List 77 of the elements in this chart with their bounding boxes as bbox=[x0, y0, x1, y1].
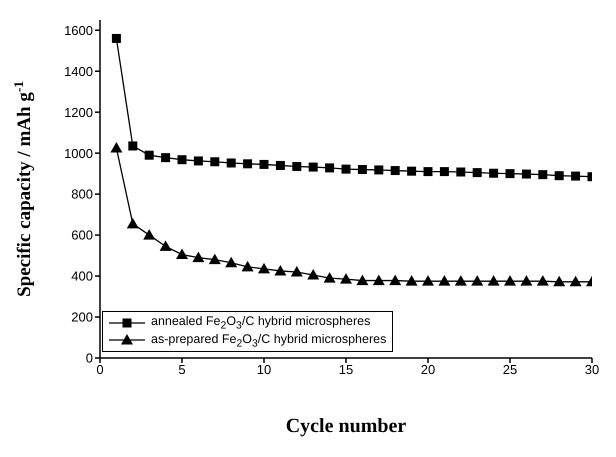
point bbox=[406, 275, 418, 286]
point bbox=[143, 229, 156, 240]
point bbox=[260, 160, 268, 169]
point bbox=[307, 269, 320, 280]
point bbox=[472, 168, 482, 178]
y-tick-label: 0 bbox=[86, 350, 93, 366]
point bbox=[522, 170, 531, 179]
point bbox=[489, 168, 498, 178]
point bbox=[389, 274, 402, 286]
point bbox=[571, 172, 580, 181]
x-tick-label: 30 bbox=[584, 362, 600, 378]
legend-label: as-prepared Fe$_{2}$O$_{3}$/C hybrid microspheres bbox=[151, 332, 386, 349]
point bbox=[226, 158, 236, 168]
point bbox=[258, 262, 270, 274]
point bbox=[438, 275, 450, 286]
point bbox=[554, 171, 564, 180]
point bbox=[112, 34, 121, 43]
point bbox=[276, 160, 285, 170]
point bbox=[340, 273, 352, 284]
y-tick-label: 800 bbox=[71, 186, 93, 202]
y-tick-label: 1400 bbox=[64, 64, 93, 79]
legend-label: annealed Fe$_{2}$O$_{3}$/C hybrid microspheres bbox=[151, 314, 370, 332]
point bbox=[454, 275, 467, 286]
point bbox=[520, 275, 532, 286]
point bbox=[358, 165, 367, 174]
point bbox=[161, 153, 170, 162]
point bbox=[178, 155, 186, 164]
x-axis-title: Cycle number bbox=[286, 415, 406, 437]
y-tick-label: 1000 bbox=[64, 146, 93, 161]
point bbox=[128, 141, 138, 150]
x-tick-label: 0 bbox=[96, 362, 104, 378]
point bbox=[325, 163, 334, 172]
point bbox=[456, 168, 466, 176]
point bbox=[126, 218, 139, 228]
point bbox=[342, 164, 350, 174]
point bbox=[488, 275, 500, 286]
point bbox=[422, 275, 434, 286]
y-tick-label: 1200 bbox=[64, 104, 93, 120]
point bbox=[308, 162, 318, 172]
point bbox=[374, 165, 384, 174]
point bbox=[536, 275, 549, 286]
point bbox=[192, 252, 204, 262]
y-tick-label: 600 bbox=[71, 228, 93, 243]
point bbox=[243, 159, 252, 168]
y-tick-label: 400 bbox=[71, 268, 93, 284]
point bbox=[553, 276, 566, 286]
point bbox=[324, 272, 336, 283]
x-tick-label: 20 bbox=[420, 362, 436, 378]
point bbox=[570, 276, 582, 286]
point bbox=[110, 142, 122, 153]
point bbox=[407, 166, 416, 176]
point bbox=[242, 260, 254, 272]
y-tick-label: 200 bbox=[71, 310, 93, 325]
x-tick-label: 25 bbox=[502, 362, 518, 378]
x-tick-label: 15 bbox=[338, 362, 354, 378]
point bbox=[292, 162, 302, 171]
point bbox=[538, 170, 548, 180]
point bbox=[504, 275, 516, 286]
x-tick-label: 5 bbox=[178, 362, 186, 378]
point bbox=[160, 240, 172, 251]
point bbox=[290, 266, 303, 276]
point bbox=[390, 166, 400, 176]
point bbox=[356, 274, 368, 286]
point bbox=[506, 169, 514, 178]
point bbox=[471, 275, 484, 286]
point bbox=[440, 167, 449, 176]
x-tick-label: 10 bbox=[256, 362, 272, 378]
point bbox=[194, 156, 203, 166]
point bbox=[225, 256, 238, 268]
point bbox=[208, 254, 221, 264]
point bbox=[176, 248, 188, 260]
point bbox=[274, 264, 286, 276]
point bbox=[210, 157, 220, 166]
y-tick-label: 1600 bbox=[64, 22, 93, 38]
point bbox=[372, 274, 385, 286]
point bbox=[424, 167, 432, 176]
point bbox=[144, 150, 154, 160]
